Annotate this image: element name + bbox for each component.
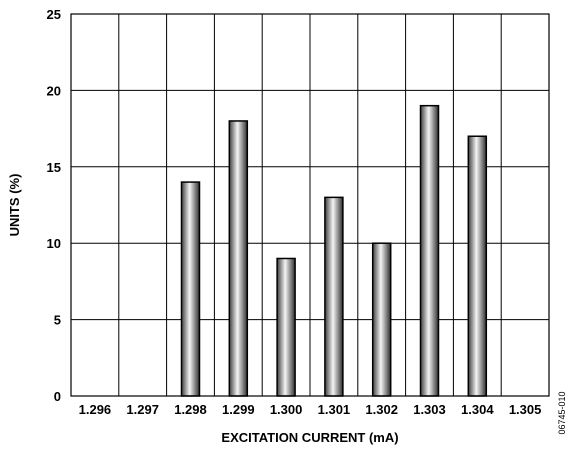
bar-1.301 <box>324 196 344 397</box>
y-axis-ticks: 0 5 10 15 20 25 <box>47 7 61 404</box>
bar-1.299 <box>228 120 249 397</box>
x-tick-label: 1.301 <box>318 402 351 417</box>
bar-1.300 <box>276 257 296 397</box>
y-tick-label: 0 <box>54 389 61 404</box>
bar-1.298 <box>180 181 201 397</box>
bar-1.303 <box>419 104 440 397</box>
bar-1.304 <box>467 135 488 397</box>
y-tick-label: 5 <box>54 313 61 328</box>
x-axis-ticks: 1.296 1.297 1.298 1.299 1.300 1.301 1.302 1.303… <box>79 402 542 417</box>
x-tick-label: 1.296 <box>79 402 112 417</box>
y-tick-label: 15 <box>47 160 61 175</box>
x-tick-label: 1.299 <box>222 402 255 417</box>
x-tick-label: 1.298 <box>174 402 207 417</box>
x-tick-label: 1.297 <box>126 402 159 417</box>
figure-id: 06745-010 <box>557 391 567 434</box>
x-tick-label: 1.302 <box>365 402 398 417</box>
x-axis-label: EXCITATION CURRENT (mA) <box>221 430 398 445</box>
x-tick-label: 1.304 <box>461 402 494 417</box>
y-tick-label: 10 <box>47 236 61 251</box>
x-tick-label: 1.303 <box>413 402 446 417</box>
x-tick-label: 1.300 <box>270 402 303 417</box>
y-axis-label: UNITS (%) <box>7 174 22 237</box>
bar-1.302 <box>371 242 392 397</box>
y-tick-label: 25 <box>47 7 61 22</box>
plot-frame <box>70 13 550 397</box>
y-tick-label: 20 <box>47 83 61 98</box>
x-tick-label: 1.305 <box>509 402 542 417</box>
bar-series <box>180 104 488 397</box>
